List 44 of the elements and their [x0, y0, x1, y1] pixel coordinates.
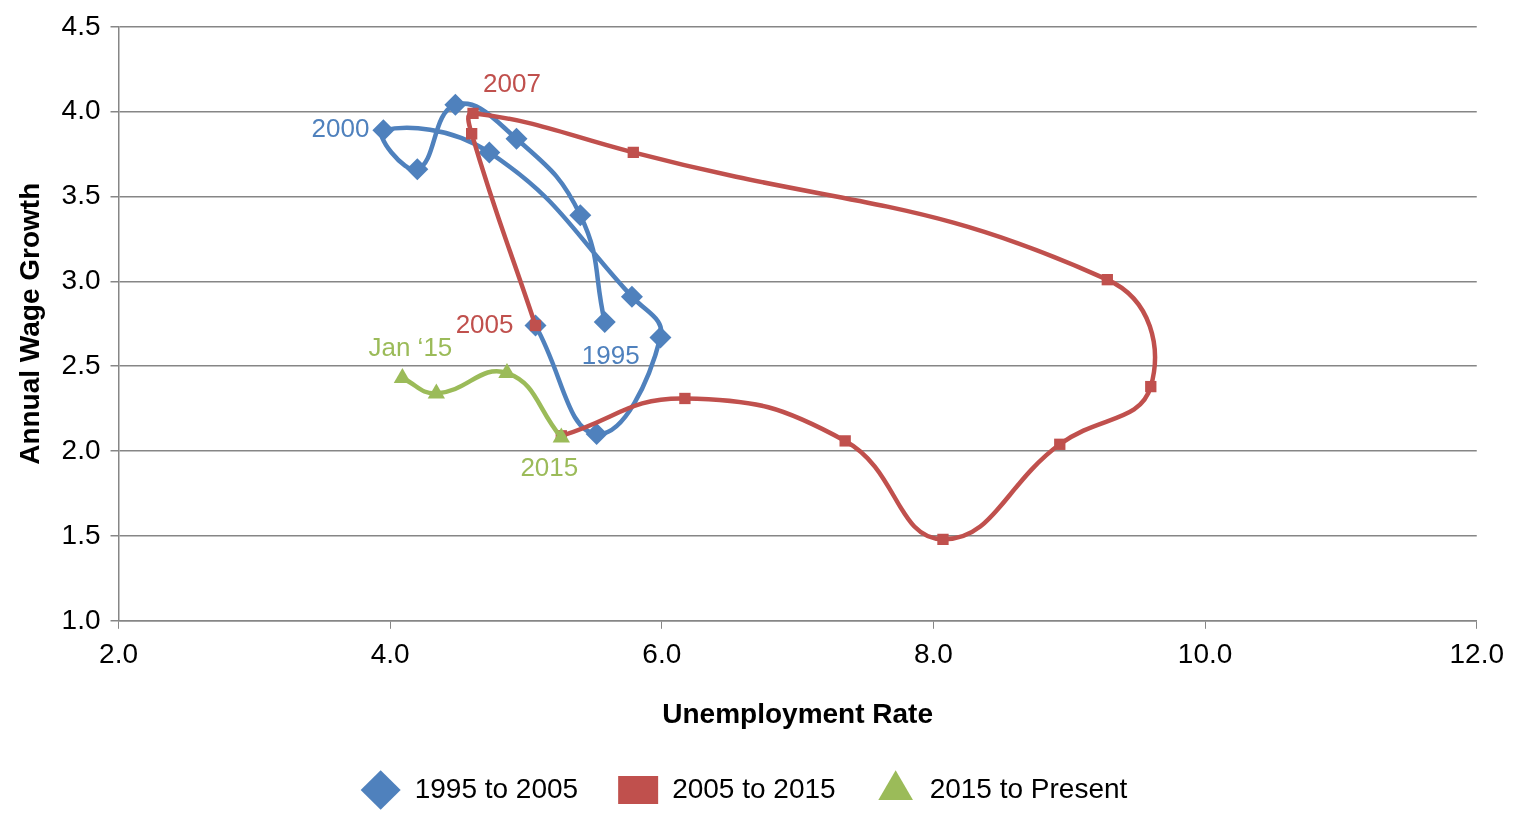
x-tick-label: 2.0: [99, 638, 138, 670]
legend-label: 2005 to 2015: [672, 772, 836, 804]
point: [505, 127, 528, 150]
point: [679, 392, 691, 405]
legend-label: 1995 to 2005: [414, 772, 579, 804]
annotation: 2000: [311, 113, 370, 144]
point: [478, 141, 501, 164]
annotation: Jan ‘15: [368, 332, 453, 363]
y-axis-title: Annual Wage Growth: [13, 182, 45, 465]
point: [444, 93, 467, 116]
point: [627, 146, 639, 159]
point: [649, 326, 672, 349]
x-tick-label: 6.0: [642, 638, 682, 670]
x-axis-title: Unemployment Rate: [662, 697, 933, 729]
y-tick-label: 4.5: [61, 9, 101, 41]
y-tick-label: 3.5: [61, 179, 101, 211]
point: [569, 204, 592, 227]
legend-label: 2015 to Present: [929, 772, 1128, 804]
y-tick-label: 3.0: [61, 264, 101, 296]
x-tick-label: 12.0: [1449, 638, 1504, 670]
x-tick-label: 8.0: [913, 638, 953, 670]
point: [937, 533, 949, 545]
y-tick-label: 1.5: [61, 518, 101, 550]
point: [466, 128, 478, 140]
point: [620, 285, 643, 308]
point: [406, 158, 429, 181]
point: [1145, 380, 1157, 393]
y-tick-label: 1.0: [61, 603, 101, 635]
x-tick-label: 10.0: [1177, 638, 1233, 670]
y-tick-label: 2.5: [61, 348, 101, 380]
point: [585, 423, 608, 446]
point: [467, 107, 479, 120]
annotation: 1995: [581, 340, 640, 371]
annotation: 2007: [483, 67, 541, 98]
point: [372, 119, 395, 142]
annotation: 2005: [455, 308, 514, 339]
point: [839, 435, 851, 447]
point: [1054, 438, 1066, 450]
x-tick-label: 4.0: [370, 638, 410, 670]
annotation: 2015: [520, 451, 579, 482]
point: [1101, 274, 1113, 286]
y-tick-label: 2.0: [61, 433, 101, 465]
point: [593, 311, 616, 334]
y-tick-label: 4.0: [61, 94, 101, 126]
